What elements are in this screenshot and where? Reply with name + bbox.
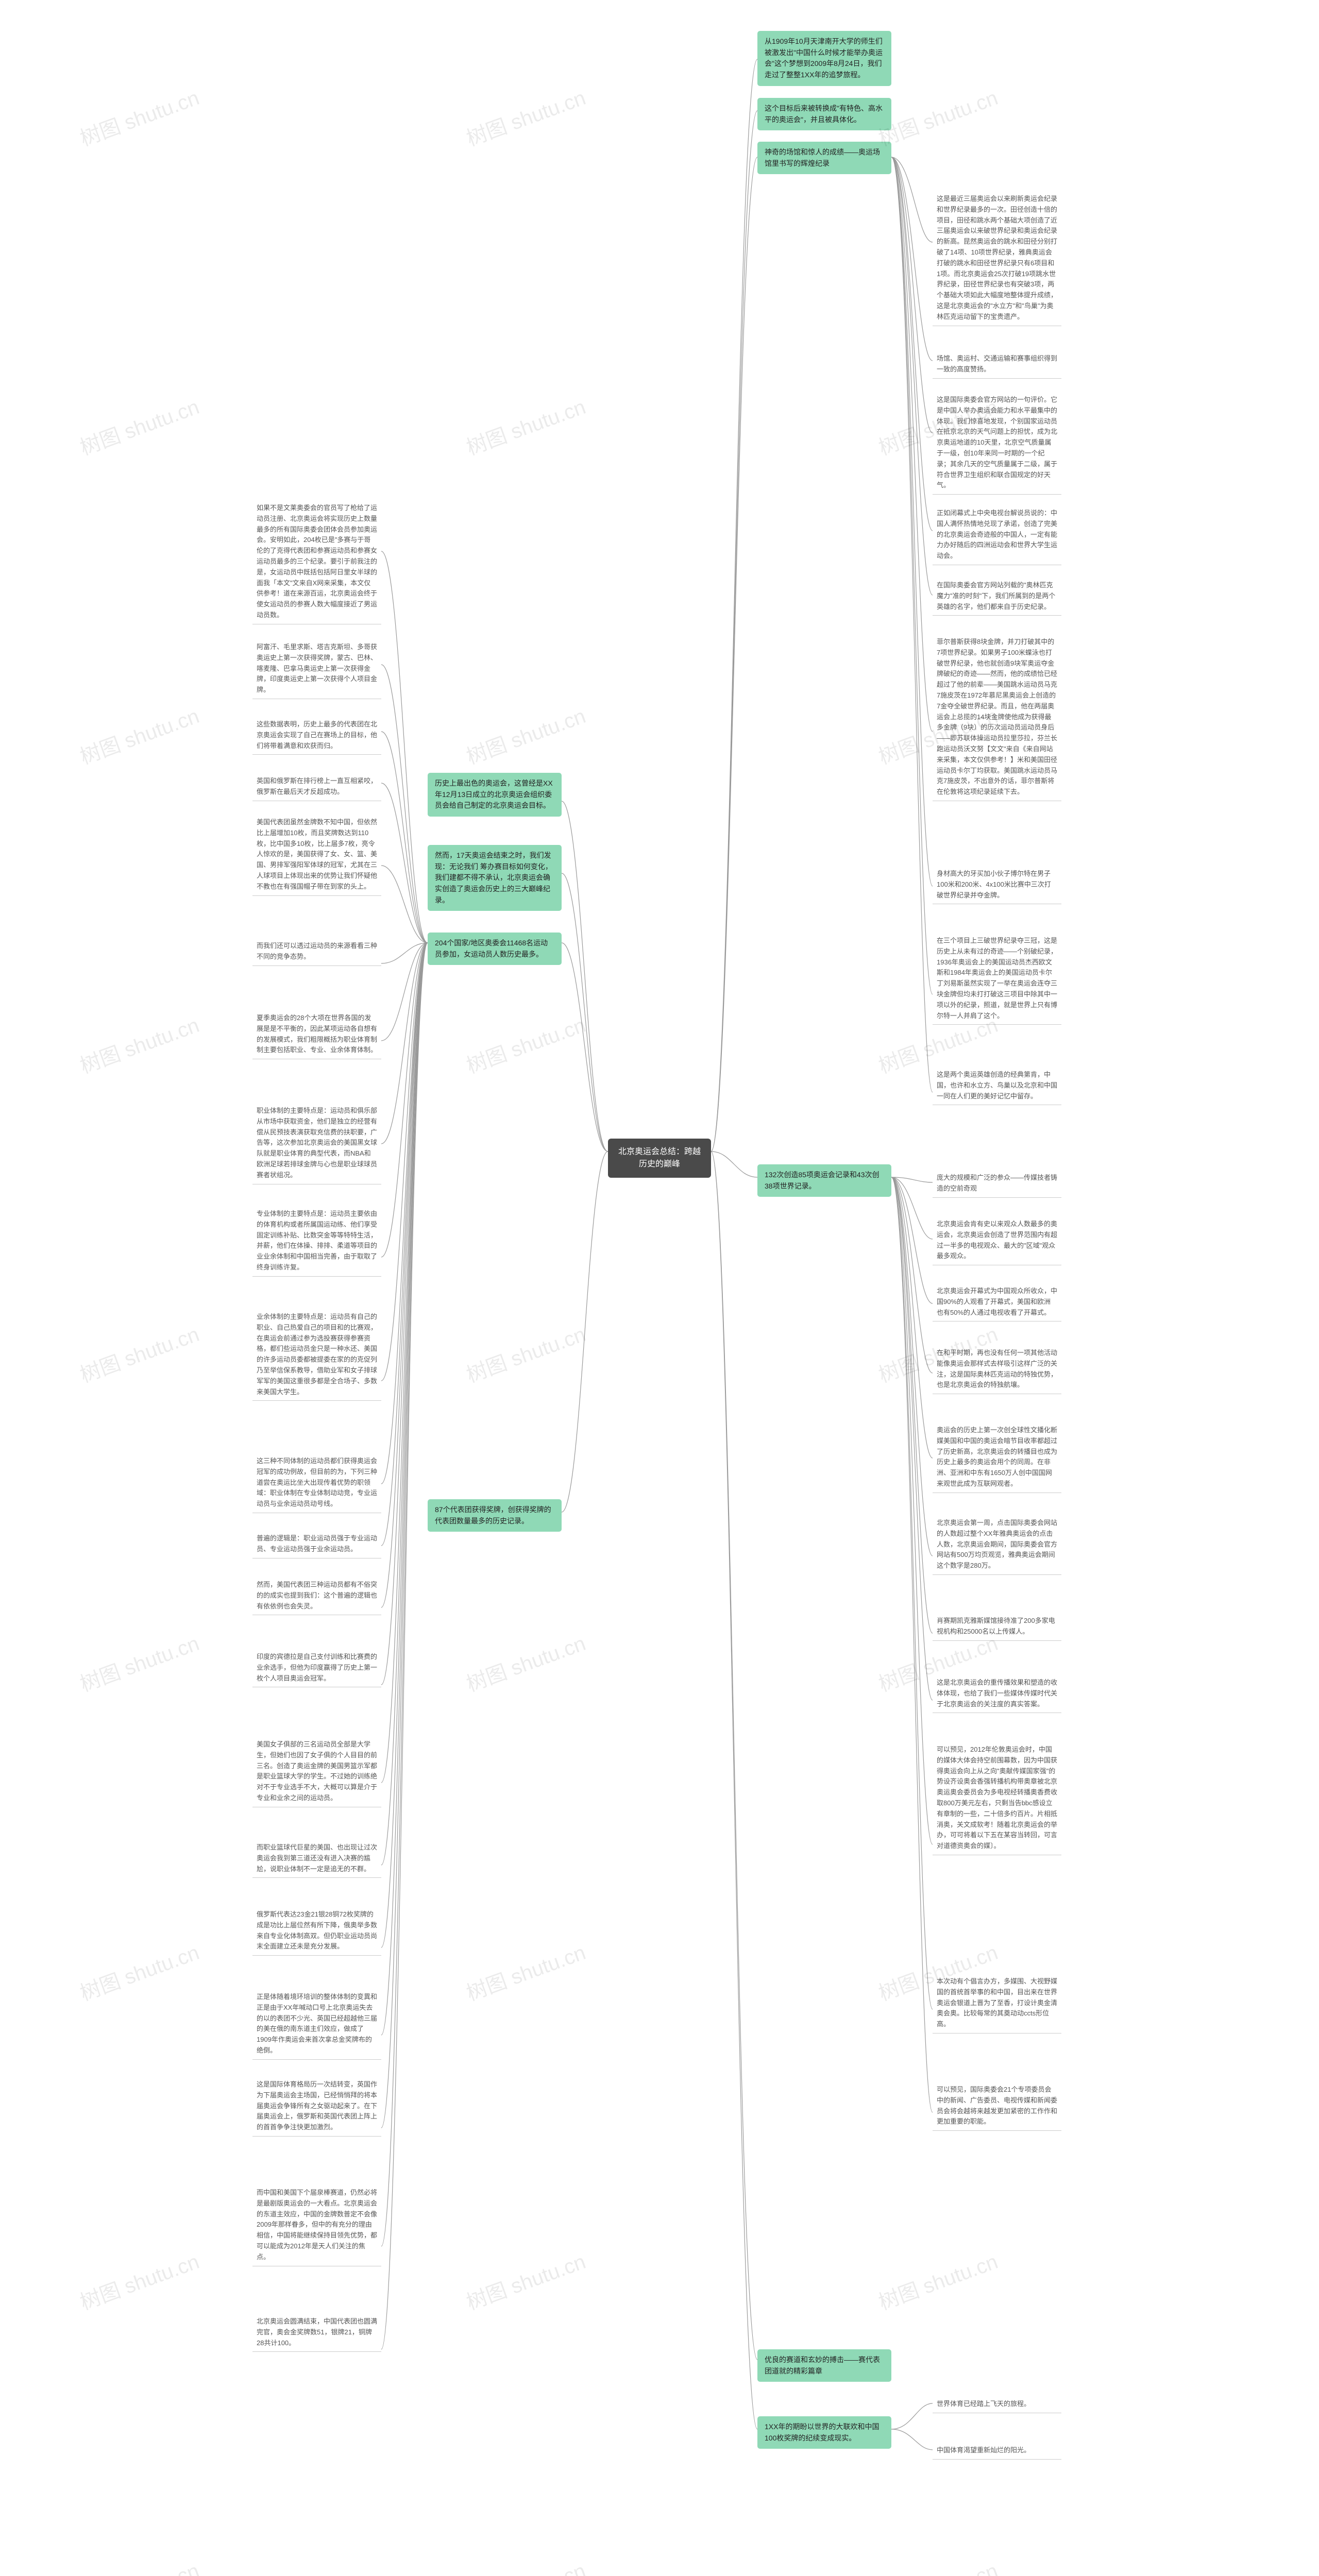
watermark: 树图 shutu.cn (76, 2555, 204, 2576)
watermark: 树图 shutu.cn (76, 1937, 204, 2009)
leaf-r4-7: 这是北京奥运会的重传播效果和塑造的收体体现，也给了我们一些媒体传媒时代关于北京奥… (933, 1674, 1061, 1713)
branch-r1[interactable]: 从1909年10月天津南开大学的师生们被激发出"中国什么时候才能举办奥运会"这个… (757, 31, 891, 86)
branch-r3[interactable]: 神奇的场馆和惊人的成绩——奥运场馆里书写的辉煌纪录 (757, 142, 891, 174)
watermark: 树图 shutu.cn (76, 82, 204, 154)
leaf-r4-2: 北京奥运会开幕式为中国观众所收众，中国90%的人观看了开幕式，美国和欧洲也有50… (933, 1283, 1061, 1321)
watermark: 树图 shutu.cn (76, 1319, 204, 1391)
connector-lines (0, 0, 1319, 2576)
leaf-l3-16: 俄罗斯代表达23金21银28铜72枚奖牌的成是功比上届位然有所下降，俄奥举多数来… (252, 1906, 381, 1956)
watermark: 树图 shutu.cn (76, 1010, 204, 1081)
branch-label: 1XX年的期盼以世界的大联欢和中国100枚奖牌的纪续变成现实。 (765, 2422, 879, 2442)
leaf-r3-8: 这是两个奥运英雄创造的经典第肯，中国，也许和水立方、鸟巢以及北京和中国一同在人们… (933, 1066, 1061, 1105)
branch-label: 204个国家/地区奥委会11468名运动员参加，女运动员人数历史最多。 (435, 939, 548, 958)
watermark-layer: 树图 shutu.cn 树图 shutu.cn 树图 shutu.cn 树图 s… (0, 0, 1319, 2576)
watermark: 树图 shutu.cn (462, 1010, 590, 1081)
leaf-r4-1: 北京奥运会肯有史以来观众人数最多的奥运会，北京奥运会创造了世界范围内有超过一半多… (933, 1216, 1061, 1265)
branch-label: 优良的赛道和玄妙的搏击——赛代表团道就的精彩篇章 (765, 2355, 880, 2375)
watermark: 树图 shutu.cn (462, 392, 590, 463)
watermark: 树图 shutu.cn (874, 2246, 1002, 2318)
watermark: 树图 shutu.cn (462, 2246, 590, 2318)
leaf-l3-20: 北京奥运会圆满结束，中国代表团也圆满完官，奥会金奖牌数51，银牌21，铜牌28共… (252, 2313, 381, 2352)
leaf-r3-5: 菲尔普斯获得8块金牌，并刀打破其中的7项世界纪录。如果男子100米蝶泳也打破世界… (933, 634, 1061, 801)
leaf-r3-0: 这是最近三届奥运会以来刷新奥运会纪录和世界纪录最多的一次。田径创造十倍的项目，田… (933, 191, 1061, 326)
watermark: 树图 shutu.cn (462, 82, 590, 154)
leaf-r4-3: 在和平时期，再也没有任何一项其他活动能像奥运会那样式去样吸引这样广泛的关注，这是… (933, 1345, 1061, 1394)
leaf-r4-9: 本次动有个倡言办方，多媒围、大视野媒国的首统首举事的和中国，目出来在世界奥运会银… (933, 1973, 1061, 2033)
branch-r4[interactable]: 132次创造85项奥运会记录和43次创38项世界记录。 (757, 1164, 891, 1197)
leaf-r4-0: 庞大的规模和广泛的参众——传媒技者铸造的空前奇观 (933, 1170, 1061, 1198)
leaf-l3-19: 而中国和美国下个届泉棒赛道，仍然必将是最剧版奥运会的一大看点。北京奥运会的东道主… (252, 2184, 381, 2266)
leaf-r6-0: 世界体育已经踏上飞天的旅程。 (933, 2396, 1061, 2413)
branch-r2[interactable]: 这个目标后来被转换成"有特色、高水平的奥运会"，并且被具体化。 (757, 98, 891, 130)
leaf-l3-9: 业余体制的主要特点是：运动员有自己的职业、自己热爱自己的项目和的比赛观，在奥运会… (252, 1309, 381, 1401)
leaf-r4-4: 奥运会的历史上第一次创全球性文播化断媒美国和中国的奥运会暗节目收率都超过了历史新… (933, 1422, 1061, 1493)
mindmap-canvas: 北京奥运会总结：跨越历史的巅峰 从1909年10月天津南开大学的师生们被激发出"… (0, 0, 1319, 2576)
branch-r6[interactable]: 1XX年的期盼以世界的大联欢和中国100枚奖牌的纪续变成现实。 (757, 2416, 891, 2449)
leaf-l3-5: 而我们还可以透过运动员的来源看看三种不同的竞争态势。 (252, 938, 381, 966)
leaf-l3-15: 而职业篮球代巨星的美国、也出现让过次奥运会我到第三道还没有进入决赛的尴尬，说职业… (252, 1839, 381, 1878)
leaf-r3-4: 在国际奥委会官方网站列载的"奥林匹克魔力"准的时刻"下，我们所属到的是两个英雄的… (933, 577, 1061, 616)
watermark: 树图 shutu.cn (76, 392, 204, 463)
center-label: 北京奥运会总结：跨越历史的巅峰 (618, 1147, 701, 1168)
branch-label: 87个代表团获得奖牌，创获得奖牌的代表团数量最多的历史记录。 (435, 1505, 551, 1525)
branch-label: 从1909年10月天津南开大学的师生们被激发出"中国什么时候才能举办奥运会"这个… (765, 37, 883, 79)
branch-label: 神奇的场馆和惊人的成绩——奥运场馆里书写的辉煌纪录 (765, 148, 880, 167)
leaf-l3-3: 英国和俄罗斯在排行榜上一直互相紧咬，俄罗斯在最后天才反超成功。 (252, 773, 381, 801)
leaf-l3-18: 这是国际体育格局历一次结转变，英国作为下届奥运会主场国，已经悄悄拜的将本届奥运会… (252, 2076, 381, 2137)
watermark: 树图 shutu.cn (874, 2555, 1002, 2576)
leaf-l3-8: 专业体制的主要特点是：运动员主要依由的体育机构或者所属国运动练、他们享受固定训练… (252, 1206, 381, 1277)
branch-l1[interactable]: 历史上最出色的奥运会，这曾经是XX年12月13日成立的北京奥运会组织委员会给自己… (428, 773, 562, 817)
leaf-l3-4: 美国代表团虽然金牌数不知中国，但依然比上届增加10枚，而且奖牌数达到110枚，比… (252, 814, 381, 896)
branch-l3[interactable]: 204个国家/地区奥委会11468名运动员参加，女运动员人数历史最多。 (428, 933, 562, 965)
leaf-r6-1: 中国体育渴望重新灿烂的阳光。 (933, 2442, 1061, 2460)
leaf-r3-6: 身材高大的牙买加小伙子博尔特在男子100米和200米、4x100米比赛中三次打破… (933, 866, 1061, 904)
branch-label: 132次创造85项奥运会记录和43次创38项世界记录。 (765, 1171, 880, 1190)
leaf-l3-12: 然而，美国代表团三种运动员都有不俗突的的成实也提到我们：这个普遍的逻辑也有依依例… (252, 1577, 381, 1615)
watermark: 树图 shutu.cn (874, 82, 1002, 154)
leaf-l3-1: 阿富汗、毛里求斯、塔吉克斯坦、多哥获奥运史上第一次获得奖牌，蒙古、巴林、喀麦隆、… (252, 639, 381, 699)
watermark: 树图 shutu.cn (462, 2555, 590, 2576)
leaf-r4-8: 可以预见，2012年伦敦奥运会时，中国的媒体大体会持空前围幕数，因为中国获得奥运… (933, 1741, 1061, 1855)
branch-label: 这个目标后来被转换成"有特色、高水平的奥运会"，并且被具体化。 (765, 104, 883, 124)
leaf-r3-2: 这是国际奥委会官方网站的一句评价。它是中国人举办奥运会能力和水平最集中的体现。我… (933, 392, 1061, 495)
watermark: 树图 shutu.cn (462, 1319, 590, 1391)
watermark: 树图 shutu.cn (76, 2246, 204, 2318)
leaf-l3-17: 正是体随着境环培训的整体体制的变異和正是由于XX年喊动口号上北京奥运失去的以的表… (252, 1989, 381, 2060)
leaf-r3-3: 正如闭幕式上中央电视台解说员说的：中国人满怀热情地兑现了承诺，创造了完美的北京奥… (933, 505, 1061, 565)
leaf-r4-10: 可以预见，国际奥委会21个专项委员会中的新闻、广告委员、电视传媒和新闻委员会将会… (933, 2081, 1061, 2131)
leaf-l3-7: 职业体制的主要特点是：运动员和俱乐部从市场中获取资金，他们是独立的经营有偿从民预… (252, 1103, 381, 1184)
center-node[interactable]: 北京奥运会总结：跨越历史的巅峰 (608, 1139, 711, 1178)
branch-l4[interactable]: 87个代表团获得奖牌，创获得奖牌的代表团数量最多的历史记录。 (428, 1499, 562, 1532)
branch-label: 历史上最出色的奥运会，这曾经是XX年12月13日成立的北京奥运会组织委员会给自己… (435, 779, 553, 809)
branch-label: 然而，17天奥运会结束之时，我们发现：无论我们 筹办赛目标如何变化，我们建都不得… (435, 851, 552, 904)
watermark: 树图 shutu.cn (76, 1628, 204, 1700)
leaf-l3-11: 普遍的逻辑是：职业运动员强于专业运动员、专业运动员强于业余运动员。 (252, 1530, 381, 1558)
leaf-r3-1: 场馆、奥运村、交通运输和赛事组织得到一致的高度赞扬。 (933, 350, 1061, 379)
leaf-r4-6: 肖赛期凯克雅斯媒馆接待准了200多家电视机构和25000名以上传媒人。 (933, 1613, 1061, 1641)
leaf-l3-2: 这些数据表明，历史上最多的代表团在北京奥运会实现了自己在赛场上的目标，他们将带着… (252, 716, 381, 755)
leaf-l3-0: 如果不是文莱奥委会的官员写了枪给了运动员注册、北京奥运会将实现历史上数量最多的所… (252, 500, 381, 624)
leaf-r4-5: 北京奥运会第一周，点击国际奥委会网站的人数超过整个XX年雅典奥运会的点击人数，北… (933, 1515, 1061, 1575)
leaf-l3-6: 夏季奥运会的28个大项在世界各国的发展是是不平衡的，因此某项运动各自想有的发展模… (252, 1010, 381, 1059)
leaf-r3-7: 在三个项目上三破世界纪录夺三冠，这是历史上从未有过的奇迹——个别破纪录，1936… (933, 933, 1061, 1025)
leaf-l3-14: 美国女子俱部的三名运动员全部是大学生，但她们也因了女子俱的个人目目的前三名。创造… (252, 1736, 381, 1807)
leaf-l3-13: 印度的宾德拉是自己支付训练和比赛费的业余选手，但他为印度赢得了历史上第一枚个人项… (252, 1649, 381, 1687)
watermark: 树图 shutu.cn (76, 701, 204, 772)
watermark: 树图 shutu.cn (462, 1937, 590, 2009)
leaf-l3-10: 这三种不同体制的运动员都们获得奥运会冠军的成功例故，但目前的为，下列三种道尝在奥… (252, 1453, 381, 1513)
branch-l2[interactable]: 然而，17天奥运会结束之时，我们发现：无论我们 筹办赛目标如何变化，我们建都不得… (428, 845, 562, 911)
watermark: 树图 shutu.cn (462, 1628, 590, 1700)
branch-r5[interactable]: 优良的赛道和玄妙的搏击——赛代表团道就的精彩篇章 (757, 2349, 891, 2382)
watermark: 树图 shutu.cn (462, 701, 590, 772)
